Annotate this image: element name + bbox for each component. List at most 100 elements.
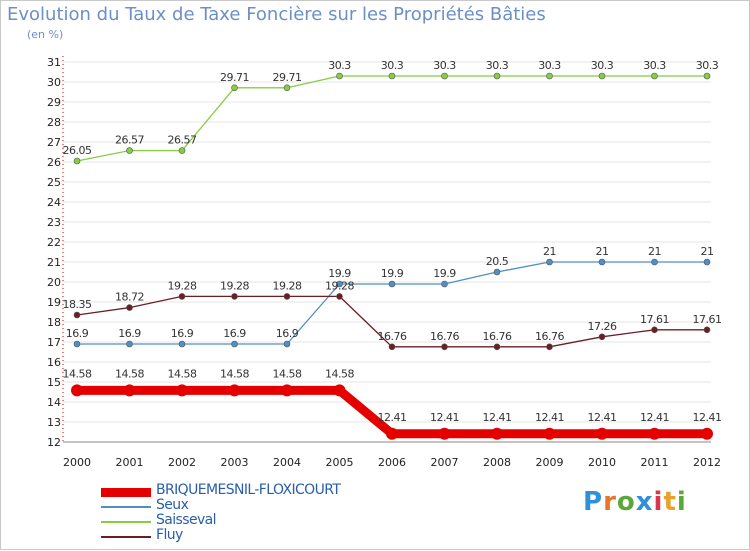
data-point xyxy=(441,280,448,288)
series-briquemesnil-floxicourt: 14.58 14.58 14.58 14.58 14.58 14.58 12.41 12.41… xyxy=(63,367,722,440)
data-point xyxy=(283,84,291,92)
logo-letter: i xyxy=(676,487,687,517)
data-point xyxy=(598,258,606,266)
data-label: 19.9 xyxy=(433,267,456,280)
y-tick-label: 31 xyxy=(47,56,61,69)
data-point xyxy=(336,293,343,300)
x-tick-label: 2000 xyxy=(63,456,91,469)
data-point xyxy=(283,340,291,348)
data-label: 19.28 xyxy=(220,279,249,292)
data-label: 26.57 xyxy=(168,134,197,147)
data-point xyxy=(73,311,81,319)
data-label: 16.76 xyxy=(535,330,564,343)
y-tick-label: 19 xyxy=(47,296,61,309)
y-tick-label: 26 xyxy=(47,156,61,169)
data-point xyxy=(703,258,711,266)
legend-swatch xyxy=(101,506,151,508)
data-label: 20.5 xyxy=(486,255,509,268)
y-tick-label: 24 xyxy=(47,196,61,209)
x-tick-label: 2010 xyxy=(588,456,616,469)
data-point xyxy=(701,427,713,440)
legend-swatch xyxy=(101,488,151,497)
data-label: 18.72 xyxy=(115,291,144,304)
data-point xyxy=(178,293,186,300)
data-label: 21 xyxy=(701,245,714,258)
logo-letter: r xyxy=(603,487,617,517)
data-label: 30.3 xyxy=(538,59,561,72)
data-label: 30.3 xyxy=(328,59,351,72)
data-point xyxy=(651,258,658,266)
data-label: 16.9 xyxy=(223,327,246,340)
proxiti-logo: Proxiti xyxy=(583,487,687,517)
y-tick-label: 22 xyxy=(47,236,61,249)
data-point xyxy=(543,427,556,440)
y-tick-label: 20 xyxy=(47,276,61,289)
data-point xyxy=(703,72,711,80)
series-line xyxy=(76,75,707,162)
data-point xyxy=(546,343,553,351)
data-label: 12.41 xyxy=(588,411,617,424)
data-label: 12.41 xyxy=(693,411,722,424)
y-tick-label: 15 xyxy=(47,376,61,389)
y-tick-label: 16 xyxy=(47,356,61,369)
logo-letter: t xyxy=(663,487,677,517)
x-tick-label: 2008 xyxy=(483,456,511,469)
y-tick-label: 17 xyxy=(47,336,61,349)
y-tick-label: 28 xyxy=(47,116,61,129)
data-point xyxy=(596,427,608,440)
data-point xyxy=(176,384,188,397)
data-point xyxy=(546,258,553,266)
data-point xyxy=(126,340,133,348)
data-point xyxy=(493,268,501,276)
x-tick-label: 2011 xyxy=(641,456,669,469)
data-label: 21 xyxy=(596,245,609,258)
data-point xyxy=(651,326,658,334)
data-point xyxy=(648,427,661,440)
y-tick-label: 25 xyxy=(47,176,61,189)
data-label: 14.58 xyxy=(325,367,354,380)
data-label: 16.76 xyxy=(378,330,407,343)
data-point xyxy=(126,147,133,154)
data-label: 17.61 xyxy=(640,313,669,326)
data-point xyxy=(336,280,343,288)
data-label: 30.3 xyxy=(591,59,614,72)
data-label: 14.58 xyxy=(63,367,92,380)
data-label: 17.26 xyxy=(588,320,617,333)
data-point xyxy=(283,293,291,300)
data-label: 12.41 xyxy=(483,411,512,424)
y-tick-label: 18 xyxy=(47,316,61,329)
data-label: 12.41 xyxy=(430,411,459,424)
data-point xyxy=(441,343,448,351)
data-point xyxy=(703,326,711,334)
data-point xyxy=(231,84,238,92)
data-point xyxy=(598,333,606,341)
data-label: 30.3 xyxy=(486,59,509,72)
x-tick-label: 2001 xyxy=(116,456,144,469)
data-point xyxy=(336,72,343,80)
y-tick-label: 30 xyxy=(47,76,61,89)
data-label: 14.58 xyxy=(168,367,197,380)
legend-label: BRIQUEMESNIL-FLOXICOURT xyxy=(156,482,341,498)
data-point xyxy=(651,72,658,80)
data-label: 17.61 xyxy=(693,313,722,326)
data-point xyxy=(73,340,81,348)
data-label: 14.58 xyxy=(115,367,144,380)
data-point xyxy=(386,427,398,440)
data-point xyxy=(231,293,238,300)
y-tick-label: 13 xyxy=(47,416,61,429)
data-point xyxy=(281,384,293,397)
data-point xyxy=(231,340,238,348)
y-tick-label: 23 xyxy=(47,216,61,229)
logo-letter: o xyxy=(616,487,636,517)
data-label: 26.57 xyxy=(115,134,144,147)
data-label: 12.41 xyxy=(640,411,669,424)
data-point xyxy=(178,340,186,348)
data-label: 12.41 xyxy=(378,411,407,424)
data-label: 26.05 xyxy=(63,144,92,157)
series-saisseval: 26.05 26.57 26.57 29.71 29.71 30.3 30.3 30.3 30.… xyxy=(63,59,719,165)
data-point xyxy=(493,72,501,80)
x-tick-label: 2002 xyxy=(168,456,196,469)
data-label: 30.3 xyxy=(696,59,719,72)
x-tick-label: 2012 xyxy=(693,456,721,469)
data-point xyxy=(73,157,81,165)
